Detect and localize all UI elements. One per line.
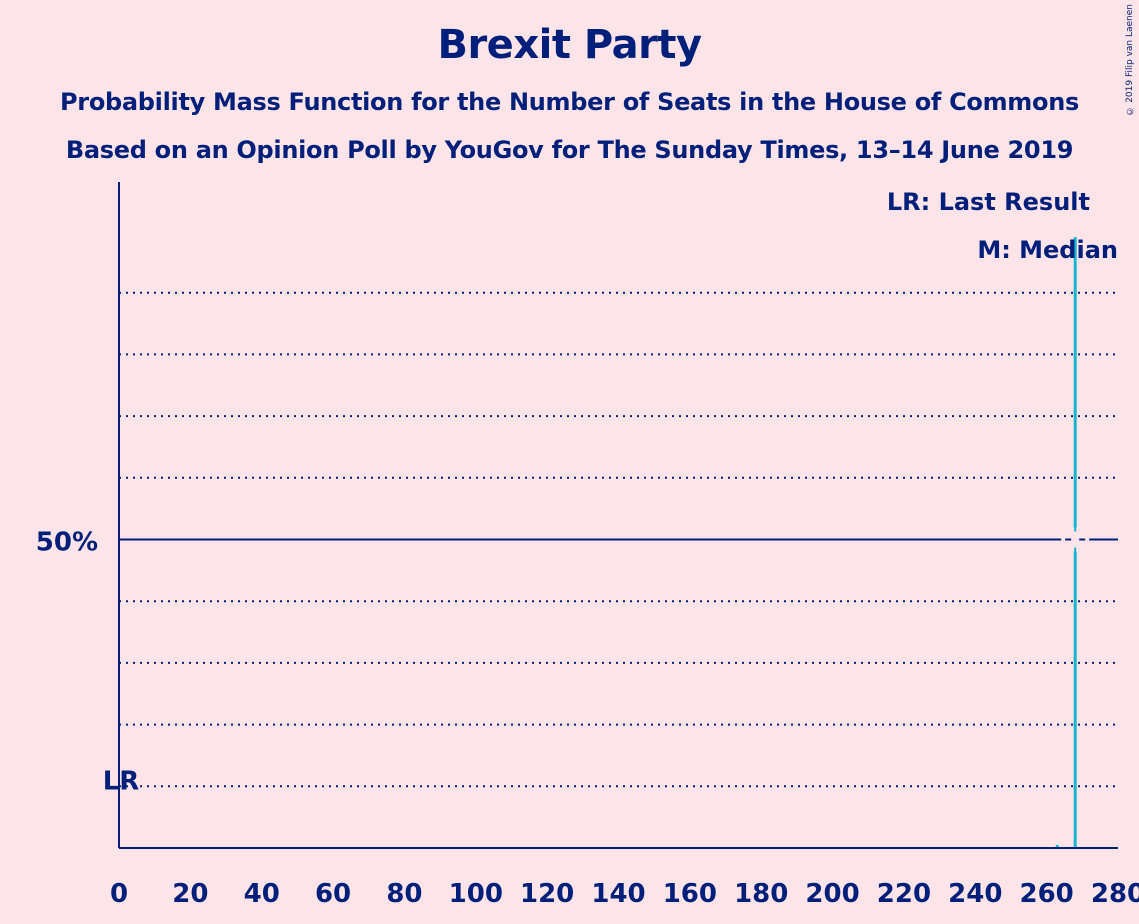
- x-tick-label-60: 60: [315, 879, 351, 909]
- last-result-label: LR: [103, 766, 140, 796]
- x-tick-label-180: 180: [734, 879, 788, 909]
- x-tick-label-220: 220: [877, 879, 931, 909]
- x-tick-label-140: 140: [591, 879, 645, 909]
- x-tick-label-120: 120: [520, 879, 574, 909]
- x-tick-label-240: 240: [948, 879, 1002, 909]
- x-tick-label-100: 100: [449, 879, 503, 909]
- x-tick-label-160: 160: [663, 879, 717, 909]
- x-tick-label-200: 200: [805, 879, 859, 909]
- y-tick-label-50: 50%: [36, 528, 98, 558]
- x-tick-label-20: 20: [172, 879, 208, 909]
- x-tick-label-260: 260: [1020, 879, 1074, 909]
- chart-subtitle-line1: Probability Mass Function for the Number…: [60, 88, 1079, 116]
- x-tick-label-280: 280: [1091, 879, 1139, 909]
- chart-title: Brexit Party: [437, 22, 702, 68]
- bar-263: [1055, 844, 1059, 848]
- legend-last-result: LR: Last Result: [887, 188, 1090, 216]
- median-bar-stub-top: [1074, 527, 1077, 532]
- x-tick-label-0: 0: [110, 879, 128, 909]
- x-tick-label-80: 80: [386, 879, 422, 909]
- chart-subtitle-line2: Based on an Opinion Poll by YouGov for T…: [65, 136, 1074, 164]
- x-tick-label-40: 40: [244, 879, 280, 909]
- legend-median: M: Median: [977, 236, 1118, 264]
- median-bar-stub-bottom: [1074, 547, 1077, 552]
